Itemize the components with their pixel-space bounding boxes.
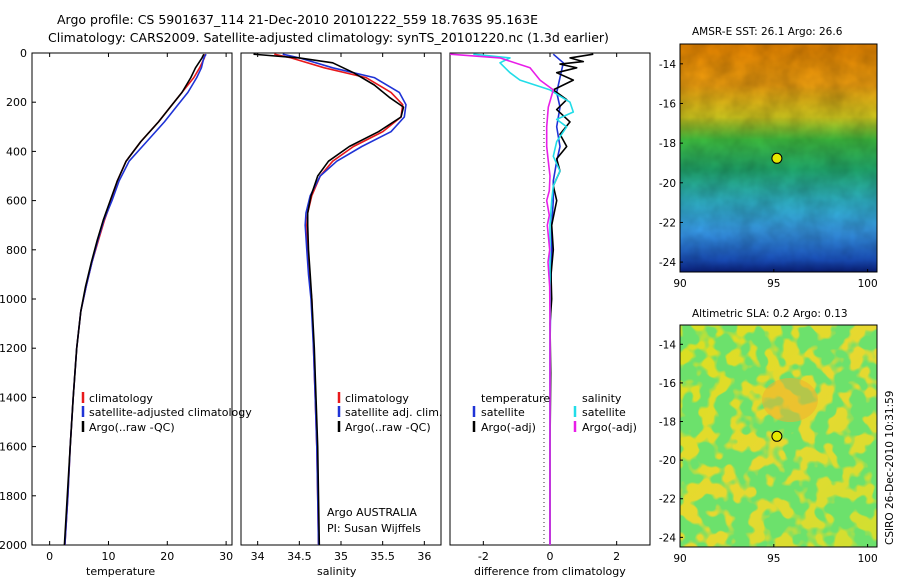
series-line-salinity-argo-adj- (449, 53, 555, 545)
argo-float-marker (771, 430, 783, 442)
map-y-tick-label: -18 (659, 417, 676, 429)
legend-label-sal-satellite: satellite (582, 406, 626, 419)
series-line-argo (253, 53, 405, 546)
temperature-panel: 0 200 400 600 800 1000 1200 1400 1600 1800 2000 0 1… (0, 47, 252, 578)
depth-tick-label: 600 (6, 195, 27, 208)
sla-map-title: Altimetric SLA: 0.2 Argo: 0.13 (692, 308, 848, 320)
series-line-argo (63, 53, 205, 546)
series-line-argo-adj- (549, 53, 594, 545)
series-line-salinity-satellite (473, 53, 575, 545)
map-x-tick-label: 100 (858, 553, 878, 565)
salinity-axes (240, 52, 442, 546)
sla-map-axes (679, 324, 878, 548)
map-y-tick-label: -14 (659, 339, 676, 351)
difference-xlabel: difference from climatology (474, 565, 626, 578)
salinity-x-axis: 34 34.5 35 35.5 36 (251, 53, 431, 563)
sst-map-ticks: 90 95 100 -14 -16 -18 -20 -22 -24 (659, 59, 878, 290)
salinity-series (253, 53, 407, 546)
sla-positive-anomaly (762, 378, 818, 422)
sst-map-axes (679, 43, 878, 273)
header-line-1: Argo profile: CS 5901637_114 21-Dec-2010… (57, 12, 538, 27)
legend-label-climatology: climatology (345, 392, 409, 405)
x-tick-label: 0 (547, 550, 554, 563)
argo-program-label: Argo AUSTRALIA (327, 506, 417, 519)
timestamp-label: CSIRO 26-Dec-2010 10:31:59 (884, 391, 896, 545)
difference-x-axis: -2 0 2 (478, 53, 620, 563)
x-tick-label: 34.5 (287, 550, 312, 563)
map-y-tick-label: -20 (659, 455, 676, 467)
map-x-tick-label: 90 (673, 553, 686, 565)
x-tick-label: 35 (334, 550, 348, 563)
legend-label-sal-argo: Argo(-adj) (582, 421, 637, 434)
x-tick-label: 35.5 (370, 550, 395, 563)
depth-tick-label: 1000 (0, 293, 27, 306)
map-x-tick-label: 95 (767, 553, 780, 565)
legend-header-temperature: temperature (481, 392, 550, 405)
difference-panel: -2 0 2 difference from climatology tempera… (449, 52, 651, 578)
sla-map-ticks: 90 95 100 -14 -16 -18 -20 -22 -24 (659, 339, 878, 565)
x-tick-label: 36 (417, 550, 431, 563)
legend-label-satellite: satellite-adjusted climatology (89, 406, 252, 419)
legend-label-argo: Argo(..raw -QC) (345, 421, 431, 434)
x-tick-label: 20 (160, 550, 174, 563)
series-line-satellite (64, 53, 207, 546)
map-x-tick-label: 100 (858, 278, 878, 290)
legend-label-climatology: climatology (89, 392, 153, 405)
temperature-axes (31, 52, 233, 546)
argo-float-marker (771, 152, 783, 164)
x-tick-label: 2 (613, 550, 620, 563)
legend-label-temp-satellite: satellite (481, 406, 525, 419)
depth-tick-label: 400 (6, 145, 27, 158)
x-tick-label: 30 (219, 550, 233, 563)
map-y-tick-label: -24 (659, 257, 676, 269)
legend-label-argo: Argo(..raw -QC) (89, 421, 175, 434)
temperature-series (63, 53, 207, 546)
map-y-tick-label: -16 (659, 98, 676, 110)
series-line-climatology (64, 54, 206, 546)
depth-tick-label: 0 (20, 47, 27, 60)
depth-axis: 0 200 400 600 800 1000 1200 1400 1600 1800 2000 (0, 47, 36, 552)
map-x-tick-label: 90 (673, 278, 686, 290)
depth-tick-label: 800 (6, 244, 27, 257)
legend-label-temp-argo: Argo(-adj) (481, 421, 536, 434)
map-y-tick-label: -22 (659, 494, 676, 506)
x-tick-label: -2 (478, 550, 489, 563)
x-tick-label: 0 (46, 550, 53, 563)
depth-tick-label: 1200 (0, 342, 27, 355)
depth-tick-label: 2000 (0, 539, 27, 552)
map-y-tick-label: -16 (659, 378, 676, 390)
difference-legend: temperature salinity satellite Argo(-adj… (472, 392, 637, 434)
pi-label: PI: Susan Wijffels (327, 522, 421, 535)
temperature-xlabel: temperature (86, 565, 155, 578)
sla-map-panel: Altimetric SLA: 0.2 Argo: 0.13 90 95 100 -1… (659, 308, 878, 565)
map-y-tick-label: -20 (659, 178, 676, 190)
depth-tick-label: 1600 (0, 441, 27, 454)
difference-series (449, 53, 594, 545)
map-y-tick-label: -22 (659, 217, 676, 229)
salinity-xlabel: salinity (317, 565, 357, 578)
temperature-legend: climatology satellite-adjusted climatolo… (81, 392, 252, 434)
x-tick-label: 10 (101, 550, 115, 563)
legend-header-salinity: salinity (582, 392, 622, 405)
depth-tick-label: 200 (6, 96, 27, 109)
depth-tick-label: 1800 (0, 490, 27, 503)
sst-map-title: AMSR-E SST: 26.1 Argo: 26.6 (692, 26, 843, 38)
header-line-2: Climatology: CARS2009. Satellite-adjuste… (48, 30, 609, 45)
depth-tick-label: 1400 (0, 391, 27, 404)
x-tick-label: 34 (251, 550, 265, 563)
salinity-panel: 34 34.5 35 35.5 36 salinity climatology sate… (240, 52, 442, 578)
map-y-tick-label: -14 (659, 59, 676, 71)
temperature-x-axis: 0 10 20 30 (46, 53, 233, 563)
legend-label-satellite: satellite adj. clim. (345, 406, 442, 419)
map-y-tick-label: -18 (659, 138, 676, 150)
salinity-legend: climatology satellite adj. clim. Argo(..… (337, 392, 442, 434)
sst-map-panel: AMSR-E SST: 26.1 Argo: 26.6 90 95 100 -14 -1… (659, 26, 878, 290)
map-x-tick-label: 95 (767, 278, 780, 290)
map-y-tick-label: -24 (659, 532, 676, 544)
